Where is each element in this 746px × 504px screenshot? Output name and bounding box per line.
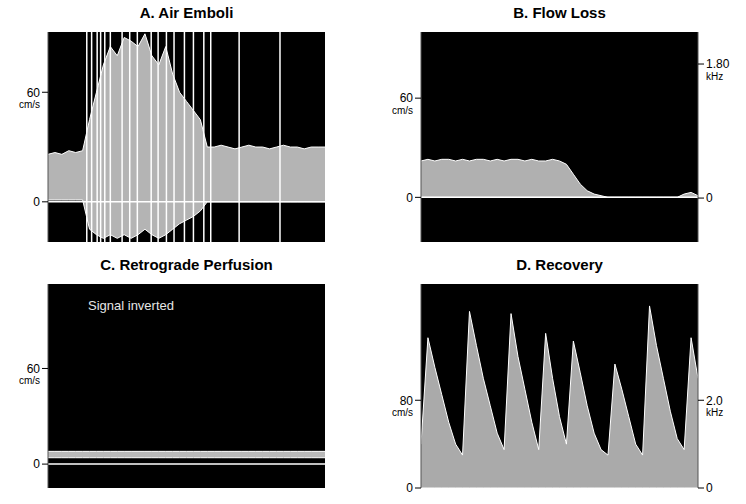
html-text:A. Air Emboli: A. Air Emboli: [139, 4, 234, 21]
html-text:cm/s: cm/s: [391, 407, 413, 419]
html-text:D. Recovery: D. Recovery: [516, 256, 603, 273]
html-text:cm/s: cm/s: [18, 375, 40, 387]
svg-text:0: 0: [406, 191, 413, 205]
html-text:C. Retrograde Perfusion: C. Retrograde Perfusion: [100, 256, 273, 273]
svg-text:0: 0: [706, 481, 713, 495]
html-text:Signal inverted: Signal inverted: [88, 298, 174, 313]
svg-text:0: 0: [406, 481, 413, 495]
html-text:cm/s: cm/s: [18, 99, 40, 111]
html-text:kHz: kHz: [706, 71, 724, 82]
svg-text:2.0: 2.0: [706, 394, 723, 408]
html-text:kHz: kHz: [706, 407, 724, 419]
svg-text:80: 80: [400, 394, 414, 408]
html-text:cm/s: cm/s: [391, 105, 413, 117]
svg-text:0: 0: [33, 195, 40, 209]
svg-text:60: 60: [27, 362, 41, 376]
svg-text:60: 60: [27, 86, 41, 100]
svg-text:1.80: 1.80: [706, 57, 730, 71]
svg-text:0: 0: [33, 457, 40, 471]
html-text:B. Flow Loss: B. Flow Loss: [513, 4, 606, 21]
svg-text:0: 0: [706, 191, 713, 205]
svg-text:60: 60: [400, 91, 414, 105]
